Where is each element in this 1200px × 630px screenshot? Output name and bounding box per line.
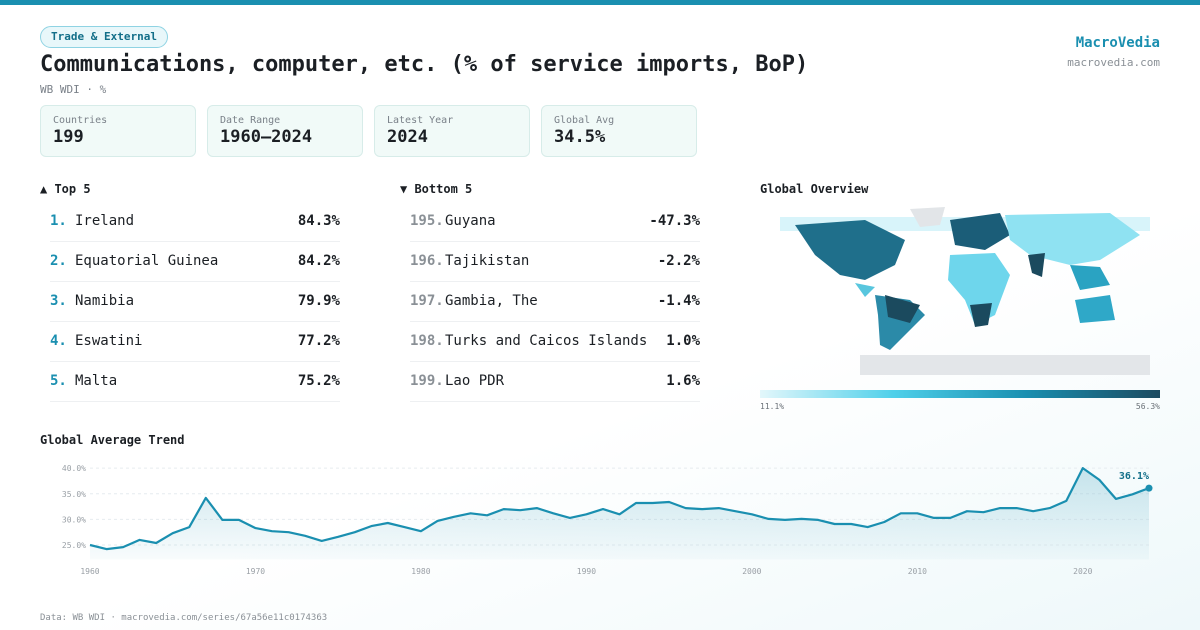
ranking-row: 1. Ireland 84.3%	[50, 201, 340, 242]
section-title: ▼ Bottom 5	[400, 182, 473, 196]
region	[950, 213, 1010, 250]
y-tick-label: 25.0%	[62, 541, 86, 550]
country-name: Tajikistan	[445, 253, 530, 269]
country-value: 84.2%	[297, 253, 340, 269]
brand-url[interactable]: macrovedia.com	[1067, 56, 1160, 69]
scale-min: 11.1%	[760, 402, 785, 411]
rank: 199.	[410, 373, 444, 389]
country-name: Turks and Caicos Islands	[445, 333, 648, 349]
stat-value: 1960–2024	[220, 127, 313, 147]
ranking-row: 3. Namibia 79.9%	[50, 281, 340, 322]
ranking-row: 199. Lao PDR 1.6%	[410, 361, 700, 402]
country-value: 1.0%	[666, 333, 700, 349]
x-tick-label: 1970	[246, 567, 265, 576]
ranking-row: 196. Tajikistan -2.2%	[410, 241, 700, 282]
region	[855, 283, 875, 297]
line	[89, 467, 1150, 551]
stat-label: Countries	[53, 115, 108, 126]
stat-label: Latest Year	[387, 115, 454, 126]
region	[910, 207, 945, 227]
country-name: Equatorial Guinea	[75, 253, 219, 269]
ranking-row: 4. Eswatini 77.2%	[50, 321, 340, 362]
country-name: Guyana	[445, 213, 496, 229]
stat-card: Global Avg 34.5%	[541, 105, 697, 157]
x-tick-label: 2020	[1073, 567, 1092, 576]
x-tick-label: 1990	[577, 567, 596, 576]
country-name: Gambia, The	[445, 293, 538, 309]
ranking-row: 197. Gambia, The -1.4%	[410, 281, 700, 322]
brand[interactable]: MacroVedia	[1075, 35, 1160, 51]
region	[795, 220, 905, 280]
stat-card: Countries 199	[40, 105, 196, 157]
page-title: Communications, computer, etc. (% of ser…	[40, 52, 809, 77]
country-name: Lao PDR	[445, 373, 505, 389]
ranking-row: 195. Guyana -47.3%	[410, 201, 700, 242]
rank: 5.	[50, 373, 67, 389]
x-tick-label: 1960	[80, 567, 99, 576]
rank: 4.	[50, 333, 67, 349]
country-value: 75.2%	[297, 373, 340, 389]
x-tick-label: 2010	[908, 567, 927, 576]
region	[885, 295, 920, 323]
country-name: Namibia	[75, 293, 135, 309]
ranking-row: 2. Equatorial Guinea 84.2%	[50, 241, 340, 282]
x-tick-label: 2000	[742, 567, 761, 576]
y-tick-label: 30.0%	[62, 515, 86, 524]
chart-title: Global Average Trend	[40, 433, 185, 447]
stat-label: Global Avg	[554, 115, 615, 126]
country-value: 84.3%	[297, 213, 340, 229]
scale-max: 56.3%	[1135, 402, 1160, 411]
region	[1075, 295, 1115, 323]
rank: 1.	[50, 213, 67, 229]
rank: 195.	[410, 213, 444, 229]
rank: 2.	[50, 253, 67, 269]
rank: 198.	[410, 333, 444, 349]
country-value: -2.2%	[657, 253, 700, 269]
region	[970, 303, 992, 327]
ranking-row: 5. Malta 75.2%	[50, 361, 340, 402]
rank: 196.	[410, 253, 444, 269]
end-point	[1145, 484, 1153, 492]
stat-value: 2024	[387, 127, 428, 147]
stat-value: 199	[53, 127, 84, 147]
country-name: Malta	[75, 373, 118, 389]
country-value: 77.2%	[297, 333, 340, 349]
subtitle: WB WDI · %	[40, 83, 107, 96]
rank: 197.	[410, 293, 444, 309]
y-tick-label: 35.0%	[62, 490, 86, 499]
region	[948, 253, 1010, 325]
country-name: Eswatini	[75, 333, 143, 349]
rank: 3.	[50, 293, 67, 309]
category-badge[interactable]: Trade & External	[40, 26, 168, 48]
stat-card: Latest Year 2024	[374, 105, 530, 157]
world-map	[780, 207, 1150, 375]
country-name: Ireland	[75, 213, 135, 229]
country-value: -47.3%	[649, 213, 700, 229]
stat-label: Date Range	[220, 115, 281, 126]
region	[1070, 265, 1110, 290]
stat-card: Date Range 1960–2024	[207, 105, 363, 157]
trend-chart: 25.0% 30.0% 35.0% 40.0% 1960 1970 1980 1990 2000…	[62, 464, 1153, 576]
footer: Data: WB WDI · macrovedia.com/series/67a…	[40, 613, 328, 623]
stat-value: 34.5%	[554, 127, 606, 147]
color-scale	[760, 390, 1160, 398]
x-tick-label: 1980	[411, 567, 430, 576]
section-title: ▲ Top 5	[40, 182, 91, 196]
region	[860, 355, 1150, 375]
country-value: 79.9%	[297, 293, 340, 309]
section-title: Global Overview	[760, 182, 869, 196]
country-value: 1.6%	[666, 373, 700, 389]
y-tick-label: 40.0%	[62, 464, 86, 473]
country-value: -1.4%	[657, 293, 700, 309]
region	[1005, 213, 1140, 265]
top-bar	[0, 0, 1200, 5]
ranking-row: 198. Turks and Caicos Islands 1.0%	[410, 321, 700, 362]
area	[90, 468, 1149, 560]
value-label: 36.1%	[1119, 471, 1149, 482]
region	[1028, 253, 1045, 277]
